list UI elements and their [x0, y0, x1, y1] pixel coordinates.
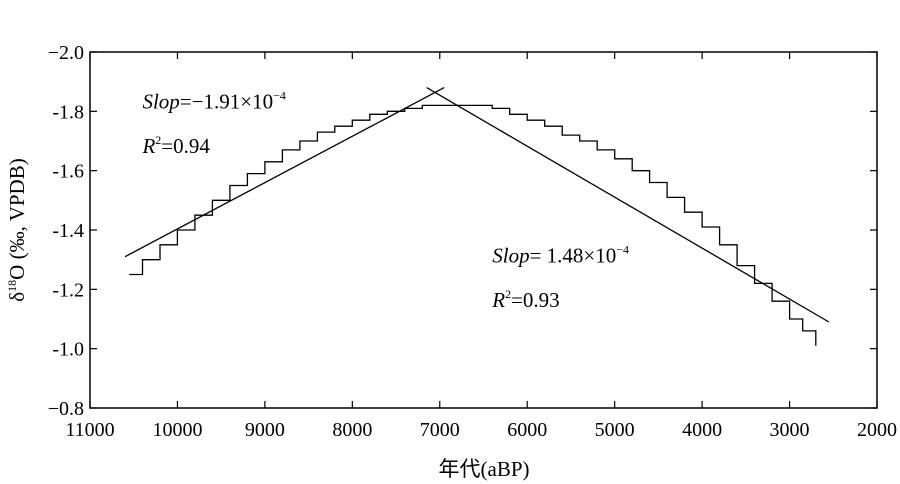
x-tick-label: 8000	[332, 419, 372, 441]
annotation-sup: −4	[616, 243, 629, 257]
annotation-sup: −4	[273, 88, 286, 102]
annotation-right-slope: Slop= 1.48×10−4	[492, 243, 629, 268]
annotation-value: = 1.48×10	[530, 244, 617, 268]
fit-line	[426, 87, 830, 323]
x-tick-label: 7000	[420, 419, 460, 441]
annotation-value: =−1.91×10	[180, 89, 273, 113]
x-tick-label: 3000	[770, 419, 810, 441]
x-tick-label: 6000	[507, 419, 547, 441]
x-tick-label: 4000	[682, 419, 722, 441]
annotation-value: =0.93	[511, 288, 560, 312]
record-step-line	[129, 104, 817, 346]
x-tick-label: 11000	[65, 419, 114, 441]
y-tick-label: -1.2	[52, 279, 84, 301]
annotation-label: R	[141, 134, 155, 158]
x-axis-title: 年代(aBP)	[439, 457, 530, 481]
axis-ticks: 11000 10000 9000 8000 7000 6000 5000 4000 3000 20…	[48, 42, 897, 441]
y-axis-title-prefix: δ	[5, 292, 29, 302]
annotation-label: Slop	[492, 244, 529, 268]
y-tick-label: −0.8	[48, 398, 84, 420]
x-tick-label: 10000	[152, 419, 202, 441]
y-axis-title-sup: 18	[5, 280, 19, 292]
x-tick-label: 2000	[857, 419, 897, 441]
y-tick-label: -1.6	[52, 161, 84, 183]
annotation-sup: 2	[155, 133, 161, 147]
annotation-left-slope: Slop=−1.91×10−4	[142, 88, 285, 113]
annotation-sup: 2	[505, 287, 511, 301]
y-tick-label: -1.4	[52, 220, 84, 242]
y-tick-label: -1.0	[52, 339, 84, 361]
annotation-label: Slop	[142, 89, 179, 113]
y-tick-label: -1.8	[52, 101, 84, 123]
x-tick-label: 9000	[245, 419, 285, 441]
annotation-right-r2: R2=0.93	[491, 287, 559, 312]
annotation-value: =0.94	[161, 134, 210, 158]
series-layer	[124, 87, 830, 346]
y-axis-title-rest: O (‰, VPDB)	[5, 158, 29, 280]
x-tick-label: 5000	[595, 419, 635, 441]
y-tick-label: −2.0	[48, 42, 84, 64]
y-axis-title: δ18O (‰, VPDB)	[5, 158, 29, 301]
annotation-label: R	[491, 288, 505, 312]
annotation-left-r2: R2=0.94	[141, 133, 210, 158]
fit-line	[124, 87, 445, 258]
